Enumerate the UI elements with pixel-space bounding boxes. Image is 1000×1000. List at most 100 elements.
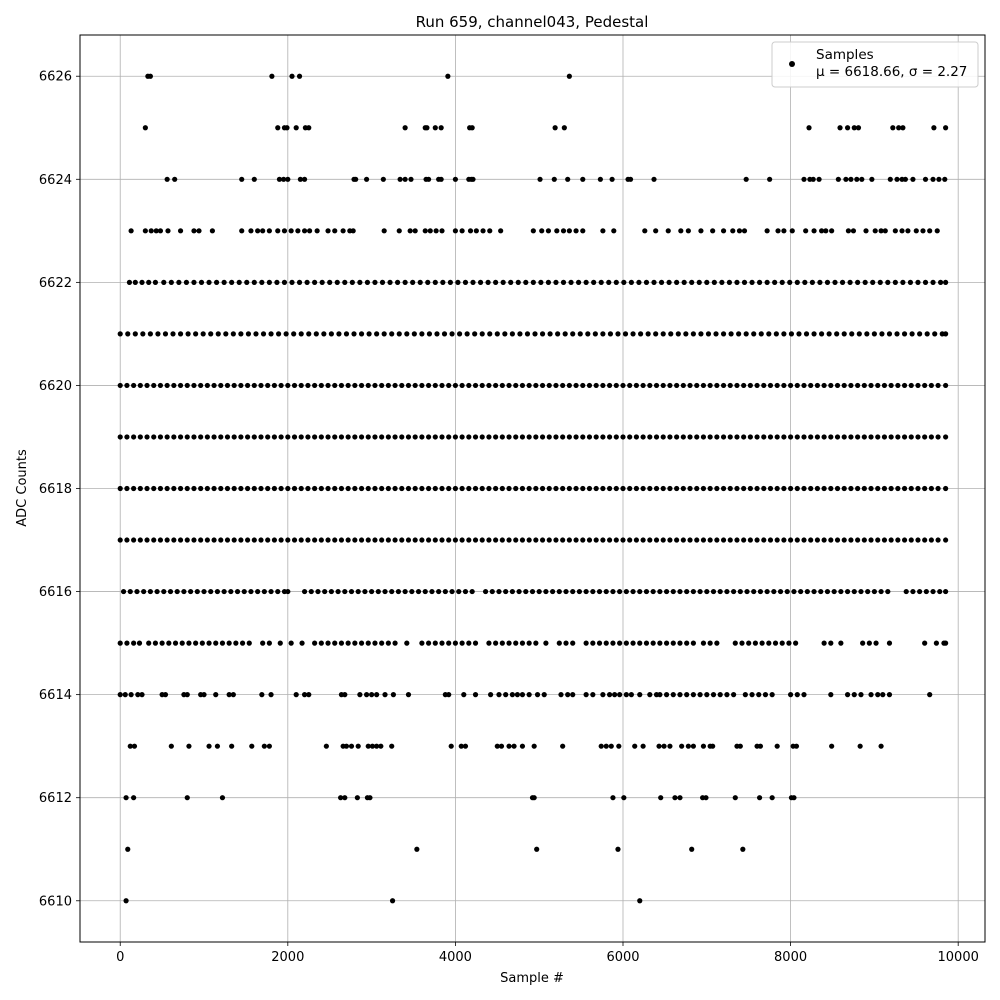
data-point <box>609 176 615 182</box>
data-point <box>539 485 546 492</box>
data-point <box>789 228 795 234</box>
data-point <box>523 588 529 595</box>
data-point <box>438 125 444 131</box>
data-point <box>637 588 643 595</box>
data-point <box>732 795 738 801</box>
data-point <box>710 228 716 234</box>
data-point <box>417 279 423 285</box>
data-point <box>600 485 606 492</box>
data-point <box>775 228 781 234</box>
data-point <box>221 588 227 595</box>
data-point <box>231 537 237 543</box>
data-point <box>117 331 123 337</box>
data-point <box>509 331 515 337</box>
data-point <box>630 640 636 646</box>
data-point <box>762 692 769 698</box>
data-point <box>379 640 385 646</box>
data-point <box>459 640 465 646</box>
data-point <box>667 434 673 440</box>
data-point <box>131 640 137 646</box>
data-point <box>176 279 182 285</box>
data-point <box>493 279 499 285</box>
data-point <box>610 795 616 801</box>
data-point <box>148 228 154 234</box>
data-point <box>137 434 143 440</box>
data-point <box>168 279 174 285</box>
data-point <box>543 640 549 646</box>
data-point <box>425 176 432 182</box>
data-point <box>365 537 371 543</box>
data-point <box>689 279 695 285</box>
data-point <box>650 588 656 595</box>
data-point <box>816 176 822 182</box>
data-point <box>647 382 653 389</box>
data-point <box>265 537 271 543</box>
data-point <box>213 692 219 698</box>
data-point <box>526 485 532 492</box>
data-point <box>425 537 432 543</box>
data-point <box>580 228 586 234</box>
data-point <box>382 692 388 698</box>
data-point <box>766 640 772 646</box>
data-point <box>479 382 485 389</box>
data-point <box>362 588 368 595</box>
data-point <box>479 331 485 337</box>
data-point <box>781 331 787 337</box>
data-point <box>275 331 282 337</box>
data-point <box>526 434 532 440</box>
data-point <box>124 382 130 389</box>
data-point <box>498 228 504 234</box>
data-point <box>781 434 787 440</box>
data-point <box>343 331 350 337</box>
data-point <box>808 537 814 543</box>
data-point <box>305 434 311 440</box>
data-point <box>171 382 177 389</box>
data-point <box>241 588 247 595</box>
data-point <box>596 640 603 646</box>
data-point <box>684 588 690 595</box>
data-point <box>345 434 351 440</box>
data-point <box>801 692 807 698</box>
data-point <box>710 692 717 698</box>
data-point <box>761 485 767 492</box>
data-point <box>170 331 176 337</box>
data-point <box>276 176 283 182</box>
data-point <box>499 434 505 440</box>
data-point <box>343 743 350 749</box>
data-point <box>881 537 888 543</box>
data-point <box>667 537 673 543</box>
data-point <box>598 743 604 749</box>
data-point <box>336 331 342 337</box>
data-point <box>408 176 414 182</box>
data-point <box>886 640 893 646</box>
data-point <box>446 537 452 543</box>
data-point <box>184 692 190 698</box>
data-point <box>560 228 567 234</box>
data-point <box>749 692 755 698</box>
data-point <box>171 434 177 440</box>
data-point <box>486 434 492 440</box>
data-point <box>875 485 881 492</box>
data-point <box>516 588 522 595</box>
data-point <box>131 382 137 389</box>
data-point <box>943 640 949 646</box>
data-point <box>764 588 770 595</box>
data-point <box>440 279 446 285</box>
data-point <box>737 588 743 595</box>
data-point <box>739 640 745 646</box>
data-point <box>724 692 730 698</box>
data-point <box>289 279 295 285</box>
data-point <box>486 382 492 389</box>
data-point <box>787 692 794 698</box>
data-point <box>425 279 431 285</box>
data-point <box>637 898 643 904</box>
data-point <box>620 485 626 492</box>
data-point <box>239 176 245 182</box>
data-point <box>690 692 696 698</box>
data-point <box>932 331 938 337</box>
data-point <box>301 176 308 182</box>
data-point <box>834 331 840 337</box>
data-point <box>402 125 408 131</box>
y-tick-label: 6616 <box>39 585 72 600</box>
